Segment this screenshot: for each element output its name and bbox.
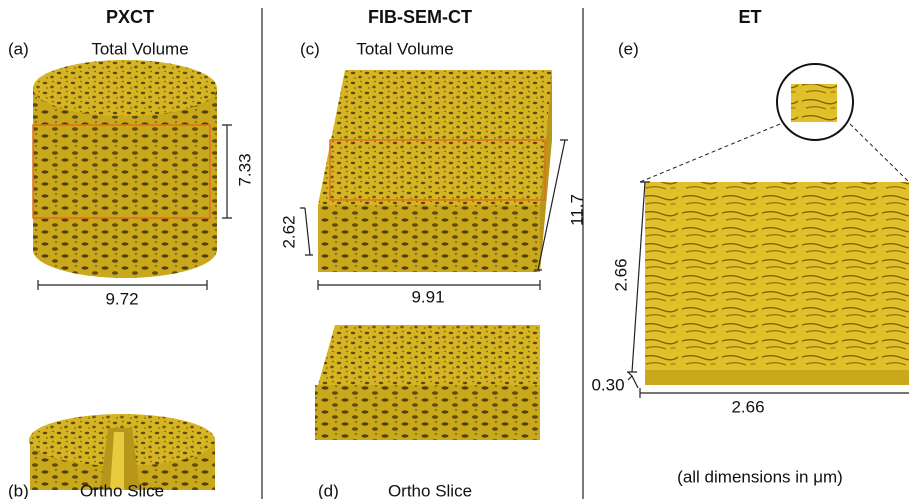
panel-label: (b) (8, 481, 29, 499)
column-title: PXCT (106, 7, 154, 27)
dimension-line (300, 208, 313, 255)
cylinder-render (33, 60, 217, 278)
column-title: ET (738, 7, 761, 27)
units-note: (all dimensions in μm) (677, 467, 843, 486)
dimension-line (640, 388, 909, 398)
dimension-label: 2.66 (611, 258, 630, 291)
dimension-label: 9.72 (105, 289, 138, 308)
dimension-label: 9.91 (411, 287, 444, 306)
figure: PXCT (a) Total Volume 7.33 9.72 (b) Orth… (0, 0, 909, 499)
dimension-line (222, 125, 232, 218)
et-render (640, 64, 909, 385)
cylinder-slice-render (29, 414, 215, 490)
panel-label: (a) (8, 39, 29, 58)
dimension-label: 7.33 (235, 153, 254, 186)
panel-label: (e) (618, 39, 639, 58)
dimension-label: 2.66 (731, 397, 764, 416)
panel-caption: Ortho Slice (388, 481, 472, 499)
block-render (318, 70, 552, 272)
panel-caption: Total Volume (356, 39, 453, 58)
block-slice-render (315, 325, 540, 440)
dimension-line (628, 372, 638, 388)
dimension-label: 11.7 (567, 194, 586, 226)
panel-label: (d) (318, 481, 339, 499)
panel-label: (c) (300, 39, 320, 58)
dimension-label: 2.62 (279, 215, 298, 248)
panel-caption: Total Volume (91, 39, 188, 58)
panel-caption: Ortho Slice (80, 481, 164, 499)
dimension-label: 0.30 (591, 375, 624, 394)
column-title: FIB-SEM-CT (368, 7, 472, 27)
